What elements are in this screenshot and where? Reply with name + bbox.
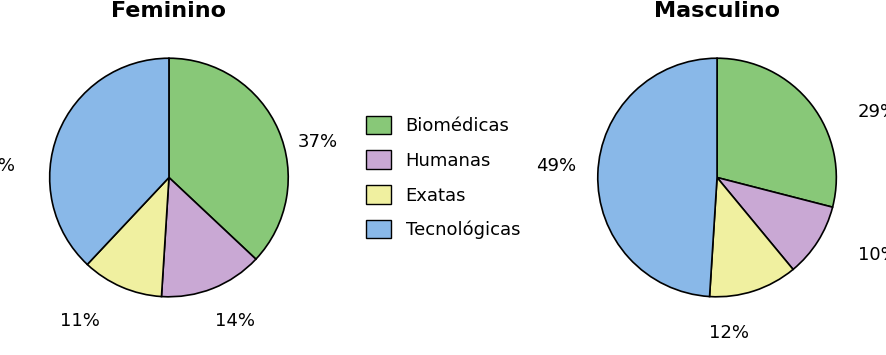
Wedge shape — [710, 178, 793, 297]
Wedge shape — [717, 178, 833, 269]
Text: 10%: 10% — [859, 246, 886, 264]
Wedge shape — [717, 58, 836, 207]
Text: 38%: 38% — [0, 157, 16, 175]
Text: 11%: 11% — [59, 312, 99, 330]
Text: 14%: 14% — [214, 312, 254, 330]
Wedge shape — [598, 58, 717, 296]
Text: 12%: 12% — [709, 323, 749, 342]
Text: 29%: 29% — [858, 103, 886, 121]
Title: Masculino: Masculino — [654, 1, 780, 21]
Wedge shape — [161, 178, 256, 297]
Legend: Biomédicas, Humanas, Exatas, Tecnológicas: Biomédicas, Humanas, Exatas, Tecnológica… — [366, 116, 520, 239]
Wedge shape — [88, 178, 169, 296]
Wedge shape — [50, 58, 169, 264]
Text: 37%: 37% — [298, 133, 338, 151]
Title: Feminino: Feminino — [112, 1, 227, 21]
Text: 49%: 49% — [536, 157, 576, 175]
Wedge shape — [169, 58, 288, 259]
